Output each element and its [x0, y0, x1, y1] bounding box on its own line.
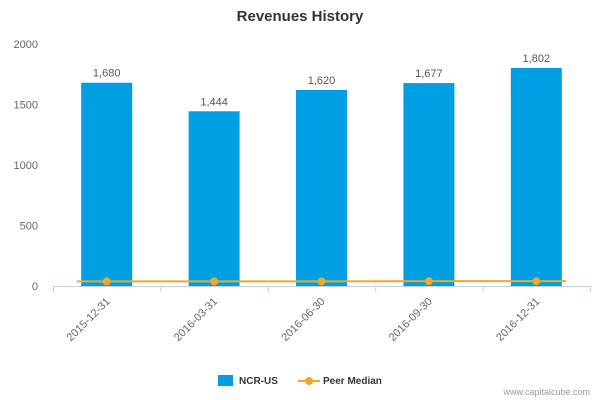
bar-series: [81, 67, 562, 286]
y-tick-label: 2000: [14, 39, 38, 51]
legend-label-ncr-us[interactable]: NCR-US: [239, 376, 278, 387]
bar-data-label: 1,620: [308, 75, 336, 87]
x-tick-label: 2016-09-30: [387, 296, 435, 344]
x-tick-label: 2016-12-31: [494, 296, 542, 344]
peer-median-point-2016-06-30[interactable]: [317, 277, 326, 286]
bar-2016-03-31[interactable]: [188, 111, 240, 286]
legend[interactable]: NCR-US Peer Median: [218, 375, 382, 387]
peer-median-point-2015-12-31[interactable]: [102, 277, 111, 286]
y-tick-label: 0: [32, 281, 38, 293]
x-tick-label: 2016-03-31: [172, 296, 220, 344]
peer-median-point-2016-09-30[interactable]: [424, 277, 433, 286]
legend-swatch-peer-median-dot: [305, 377, 313, 385]
x-tick-label: 2016-06-30: [279, 296, 327, 344]
bar-2016-09-30[interactable]: [403, 83, 455, 286]
y-axis: 0 500 1000 1500 2000: [14, 39, 38, 293]
chart-title: Revenues History: [237, 8, 364, 25]
bar-2015-12-31[interactable]: [81, 82, 133, 286]
legend-swatch-ncr-us: [218, 375, 233, 386]
peer-median-point-2016-12-31[interactable]: [532, 277, 541, 286]
bar-data-labels: 1,680 1,444 1,620 1,677 1,802: [93, 53, 550, 108]
bar-data-label: 1,680: [93, 68, 121, 80]
x-axis: 2015-12-31 2016-03-31 2016-06-30 2016-09-30…: [53, 286, 591, 344]
bar-2016-06-30[interactable]: [296, 89, 347, 286]
y-tick-label: 1500: [14, 100, 38, 112]
x-tick-label: 2015-12-31: [65, 296, 113, 344]
peer-median-point-2016-03-31[interactable]: [210, 277, 219, 286]
y-tick-label: 1000: [14, 160, 38, 172]
y-tick-label: 500: [20, 221, 38, 233]
bar-data-label: 1,677: [415, 68, 443, 80]
bar-2016-12-31[interactable]: [510, 67, 562, 286]
bar-data-label: 1,444: [200, 96, 228, 108]
legend-label-peer-median[interactable]: Peer Median: [323, 376, 382, 387]
peer-median-series: [76, 277, 567, 286]
credit-text: www.capitalcube.com: [502, 387, 590, 397]
bar-data-label: 1,802: [523, 53, 551, 65]
